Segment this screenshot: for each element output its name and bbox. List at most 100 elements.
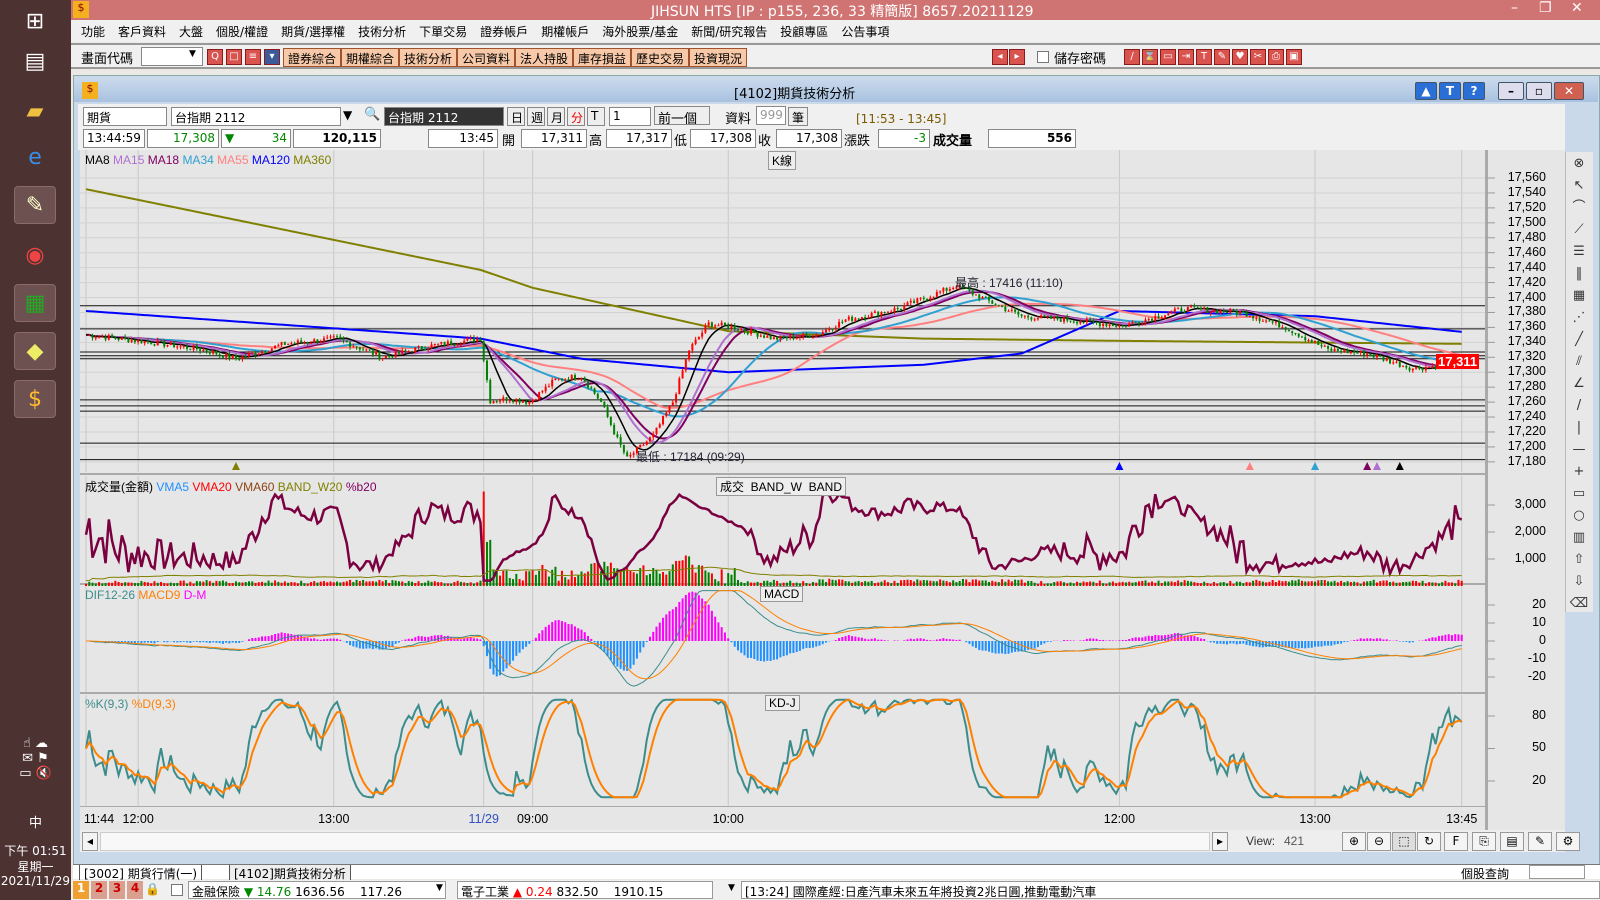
period-month-button[interactable]: 月 [547, 107, 565, 126]
data-count-input[interactable]: 999 [756, 106, 786, 125]
menu-item[interactable]: 大盤 [179, 24, 204, 39]
ime-indicator[interactable]: 中 [28, 816, 42, 831]
minimize-button[interactable]: – [1511, 0, 1518, 16]
pencil-icon[interactable]: ✎ [1528, 832, 1552, 851]
cursor-icon[interactable]: ↖ [1573, 178, 1585, 193]
tray-icons[interactable]: ☝ ☁ ✉ ⚑ ▭ 🔇 [19, 736, 52, 781]
down-arrow-icon[interactable]: ⇩ [1573, 574, 1585, 589]
ellipse-icon[interactable]: ○ [1573, 508, 1585, 523]
window-minimize-button[interactable]: – [1498, 82, 1524, 100]
text-button[interactable]: T [1439, 82, 1461, 100]
layout-3-button[interactable]: 3 [109, 881, 125, 899]
menu-item[interactable]: 功能 [81, 24, 106, 39]
horizontal-scrollbar[interactable] [100, 832, 1210, 851]
lock-icon[interactable]: 🔒 [145, 882, 160, 896]
vertical-line-icon[interactable]: | [1576, 420, 1582, 435]
period-day-button[interactable]: 日 [507, 107, 525, 126]
line-icon[interactable]: / [1576, 398, 1582, 413]
data-unit-button[interactable]: 筆 [788, 107, 808, 126]
screen-code-input[interactable] [141, 47, 203, 66]
notes-icon[interactable]: ✎ [1214, 49, 1230, 65]
toolbar-button[interactable]: 證券綜合 [283, 48, 342, 67]
rectangle-icon[interactable]: ▭ [1572, 486, 1586, 501]
up-triangle-button[interactable]: ▲ [1415, 82, 1437, 100]
close-button[interactable]: ✕ [1571, 0, 1583, 16]
layout-4-button[interactable]: 4 [127, 881, 143, 899]
hourglass-icon[interactable]: ⌛ [1142, 49, 1158, 65]
toolbar-button[interactable]: 公司資料 [457, 48, 516, 67]
gann-fan-icon[interactable]: ⋰ [1572, 310, 1586, 325]
menu-item[interactable]: 證券帳戶 [480, 24, 529, 39]
save-icon[interactable]: ▭ [1160, 49, 1176, 65]
layout-icon[interactable]: ▣ [1286, 49, 1302, 65]
text-icon[interactable]: T [1196, 49, 1212, 65]
arc-icon[interactable]: ⌒ [1572, 200, 1586, 215]
toolbar-button[interactable]: 期權綜合 [341, 48, 400, 67]
interval-select[interactable]: 1 [609, 107, 651, 126]
toolbar-button[interactable]: 庫存損益 [573, 48, 632, 67]
menu-item[interactable]: 期貨/選擇權 [281, 24, 346, 39]
window-restore-button[interactable]: ▫ [1526, 82, 1552, 100]
cancel-icon[interactable]: ⊗ [1573, 156, 1585, 171]
wrench-icon[interactable]: ✂ [1250, 49, 1266, 65]
menu-item[interactable]: 期權帳戶 [541, 24, 590, 39]
toolbar-button[interactable]: 技術分析 [399, 48, 458, 67]
previous-button[interactable]: 前一個 [654, 106, 710, 125]
trendline-icon[interactable]: ╱ [1575, 332, 1583, 347]
scroll-left-button[interactable]: ◂ [82, 832, 98, 851]
zoom-out-icon[interactable]: ⊖ [1367, 832, 1391, 851]
toolbar-button[interactable]: 法人持股 [515, 48, 574, 67]
menu-item[interactable]: 公告事項 [841, 24, 890, 39]
market-select[interactable]: 期貨 [83, 107, 167, 126]
eraser-icon[interactable]: ⌫ [1569, 596, 1589, 611]
menu-item[interactable]: 客戶資料 [118, 24, 167, 39]
fan-icon[interactable]: ⟋ [1574, 222, 1584, 237]
search-icon[interactable]: 🔍 [364, 107, 381, 122]
window-close-button[interactable]: ✕ [1554, 82, 1584, 100]
window-panel-icon[interactable]: ▤ [1500, 832, 1524, 851]
printer-icon[interactable]: ⎙ [1268, 49, 1284, 65]
refresh-icon[interactable]: ↻ [1417, 832, 1441, 851]
menu-item[interactable]: 投顧專區 [780, 24, 829, 39]
crosshair-icon[interactable]: + [1573, 464, 1585, 479]
chrome-icon[interactable]: ◉ [25, 242, 45, 268]
contract-select[interactable]: 台指期 2112 [171, 107, 341, 126]
forward-arrow-icon[interactable]: ▸ [1009, 49, 1025, 65]
spreadsheet-icon[interactable]: ▦ [14, 284, 56, 322]
notes-icon[interactable]: ◆ [14, 332, 56, 370]
exit-icon[interactable]: ⇥ [1178, 49, 1194, 65]
horizontal-lines-icon[interactable]: ☰ [1573, 244, 1585, 259]
chevron-down-icon[interactable]: ▼ [728, 883, 735, 893]
bars-icon[interactable]: ▥ [1572, 530, 1586, 545]
jihsun-app-icon[interactable]: $ [14, 380, 56, 418]
zoom-in-icon[interactable]: ⊕ [1342, 832, 1366, 851]
news-ticker[interactable]: [13:24] 國際產經:日產汽車未來五年將投資2兆日圓,推動電動汽車 [741, 881, 1600, 899]
layout-1-button[interactable]: 1 [73, 881, 89, 899]
period-tick-button[interactable]: T [587, 107, 605, 126]
menu-item[interactable]: 新聞/研究報告 [691, 24, 768, 39]
help-button[interactable]: ? [1463, 82, 1485, 100]
toolbar-button[interactable]: 投資現況 [689, 48, 748, 67]
scroll-right-button[interactable]: ▸ [1212, 832, 1228, 851]
restore-button[interactable]: ❐ [1539, 0, 1552, 16]
save-password-checkbox[interactable] [1037, 51, 1049, 63]
panel-divider[interactable] [80, 473, 1485, 475]
toolbar-button[interactable]: 歷史交易 [631, 48, 690, 67]
indicator-icon[interactable]: F [1444, 832, 1468, 851]
stock-query-input[interactable] [1529, 865, 1585, 879]
menu-item[interactable]: 個股/權證 [216, 24, 269, 39]
tab-4102[interactable]: [4102]期貨技術分析 [229, 865, 351, 883]
pen-icon[interactable]: / [1124, 49, 1140, 65]
channel-icon[interactable]: ⫽ [1576, 354, 1582, 369]
search-icon[interactable]: Q [207, 49, 223, 65]
period-week-button[interactable]: 週 [527, 107, 545, 126]
index-ticker-2[interactable]: 電子工業 ▲ 0.24 832.50 1910.15 [457, 881, 713, 899]
back-arrow-icon[interactable]: ◂ [992, 49, 1008, 65]
list-icon[interactable]: ≡ [245, 49, 261, 65]
ie-browser-icon[interactable]: e [28, 144, 42, 170]
heart-icon[interactable]: ♥ [1232, 49, 1248, 65]
dropdown-arrow-icon[interactable]: ▼ [343, 108, 353, 122]
file-explorer-icon[interactable]: ▤ [24, 48, 46, 74]
grid-icon[interactable]: ▦ [1572, 288, 1586, 303]
index-ticker-1[interactable]: 金融保險 ▼ 14.76 1636.56 117.26 [188, 881, 446, 899]
